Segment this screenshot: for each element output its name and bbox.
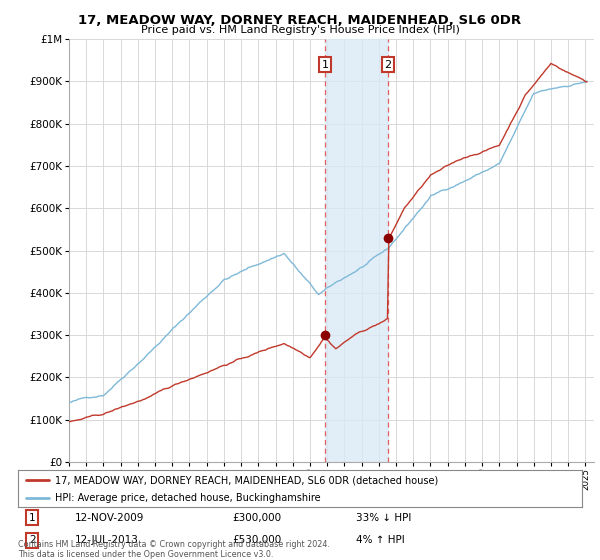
Text: 17, MEADOW WAY, DORNEY REACH, MAIDENHEAD, SL6 0DR (detached house): 17, MEADOW WAY, DORNEY REACH, MAIDENHEAD… [55, 475, 438, 485]
Text: 2: 2 [29, 535, 35, 545]
Text: 4% ↑ HPI: 4% ↑ HPI [356, 535, 405, 545]
Text: HPI: Average price, detached house, Buckinghamshire: HPI: Average price, detached house, Buck… [55, 493, 320, 503]
Bar [325, 39, 388, 462]
Text: 12-JUL-2013: 12-JUL-2013 [74, 535, 138, 545]
Text: Price paid vs. HM Land Registry's House Price Index (HPI): Price paid vs. HM Land Registry's House … [140, 25, 460, 35]
Text: 1: 1 [322, 59, 328, 69]
Text: £530,000: £530,000 [232, 535, 281, 545]
Text: 2: 2 [385, 59, 392, 69]
Text: Contains HM Land Registry data © Crown copyright and database right 2024.
This d: Contains HM Land Registry data © Crown c… [18, 540, 330, 559]
Text: 17, MEADOW WAY, DORNEY REACH, MAIDENHEAD, SL6 0DR: 17, MEADOW WAY, DORNEY REACH, MAIDENHEAD… [79, 14, 521, 27]
Text: 12-NOV-2009: 12-NOV-2009 [74, 513, 144, 522]
Text: £300,000: £300,000 [232, 513, 281, 522]
Text: 33% ↓ HPI: 33% ↓ HPI [356, 513, 412, 522]
Text: 1: 1 [29, 513, 35, 522]
